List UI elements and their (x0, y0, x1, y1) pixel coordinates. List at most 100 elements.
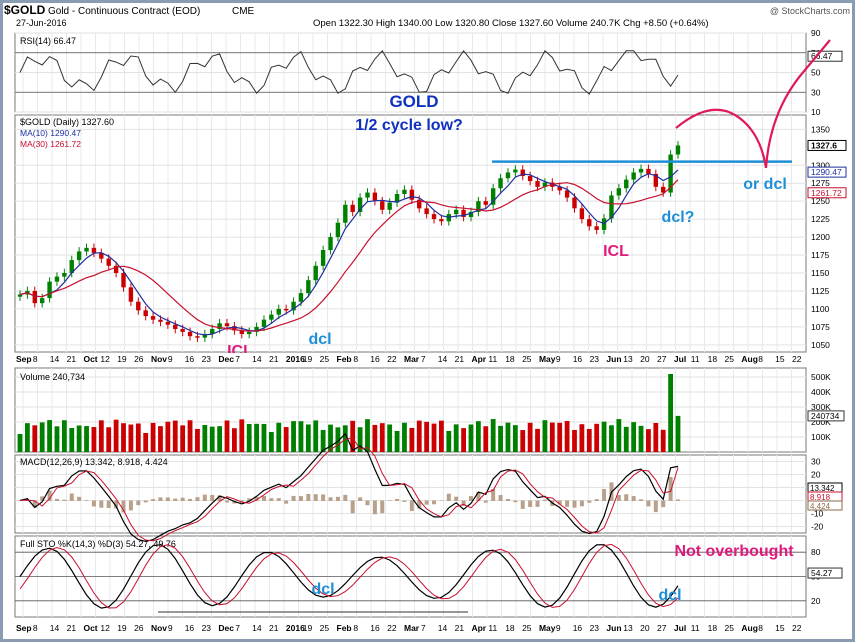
x-tick-label: 9 (168, 623, 173, 633)
candle-body (306, 280, 311, 294)
candle-body (246, 331, 252, 335)
rsi-tick: 50 (811, 68, 821, 78)
volume-tick: 100K (811, 432, 831, 442)
x-tick-label: Dec (218, 354, 234, 364)
x-tick-label: 7 (421, 623, 426, 633)
x-tick-label: 15 (775, 623, 785, 633)
volume-bar (668, 374, 674, 452)
macd-histogram-bar (128, 500, 133, 511)
price-candle (616, 183, 622, 200)
x-tick-label: 26 (134, 623, 144, 633)
volume-bar (246, 424, 252, 452)
candle-body (579, 208, 585, 220)
macd-histogram-bar (380, 500, 385, 514)
candle-body (335, 222, 341, 238)
volume-bar (180, 425, 186, 452)
volume-bar (549, 422, 555, 452)
candle-body (505, 172, 511, 179)
candle-body (143, 310, 148, 317)
macd-histogram-bar (594, 499, 599, 501)
x-tick-label: Sep (16, 623, 32, 633)
sto-k-line (19, 544, 679, 609)
volume-bar (135, 423, 141, 452)
price-candle (601, 214, 607, 235)
volume-bar (453, 424, 459, 452)
macd-histogram-bar (254, 496, 259, 501)
x-tick-label: 8 (33, 623, 38, 633)
macd-last-box (807, 500, 843, 511)
price-candle (513, 165, 518, 177)
x-tick-label: 25 (725, 354, 735, 364)
candle-body (106, 258, 111, 266)
x-tick-label: 18 (708, 623, 718, 633)
volume-bar (646, 429, 651, 452)
price-candle (187, 327, 193, 341)
macd-line (19, 432, 679, 543)
x-tick-label: 22 (792, 354, 802, 364)
volume-bar (172, 420, 178, 452)
macd-histogram-bar (188, 498, 193, 501)
macd-histogram-bar (40, 496, 45, 501)
macd-histogram-bar (136, 500, 141, 506)
price-candle (631, 168, 636, 184)
price-candle (202, 329, 208, 342)
macd-histogram-bar (350, 500, 355, 514)
x-tick-label: 12 (100, 623, 110, 633)
price-candle (439, 214, 444, 226)
x-tick-label: Jun (606, 623, 621, 633)
exchange-label: CME (232, 6, 255, 17)
volume-bar (202, 425, 208, 452)
macd-histogram-bar (468, 496, 473, 501)
macd-last-value: 8.918 (810, 493, 831, 502)
macd-histogram-bar (602, 489, 607, 501)
x-tick-label: 14 (50, 623, 60, 633)
price-candle (594, 222, 599, 235)
price-candle (91, 243, 97, 258)
macd-histogram-bar (491, 488, 496, 501)
candle-body (402, 189, 407, 194)
candle-body (165, 321, 171, 325)
candle-body (431, 214, 437, 220)
volume-bar (365, 419, 370, 452)
x-tick-label: 7 (421, 354, 426, 364)
or-dcl-label: or dcl (743, 176, 787, 193)
macd-histogram-bar (217, 495, 222, 501)
x-tick-label: 14 (438, 354, 448, 364)
sto-tick: 20 (811, 596, 821, 606)
price-candle (638, 164, 644, 177)
macd-histogram-bar (99, 500, 104, 508)
volume-bar (158, 426, 163, 452)
macd-histogram-bar (225, 500, 230, 503)
x-tick-label: 8 (758, 623, 763, 633)
macd-histogram-bar (513, 500, 518, 503)
macd-histogram-bar (47, 490, 52, 501)
x-tick-label: Nov (151, 623, 167, 633)
macd-histogram-bar (62, 499, 67, 501)
candle-body (298, 293, 304, 302)
volume-bar (209, 426, 215, 452)
candle-body (380, 201, 385, 210)
macd-histogram-bar (395, 498, 400, 501)
candle-body (195, 336, 200, 338)
volume-bar (424, 421, 430, 452)
rsi-line (19, 49, 679, 95)
price-tick: 1175 (811, 250, 830, 260)
price-tick: 1250 (811, 196, 830, 206)
macd-histogram-bar (151, 499, 156, 501)
annotation-title: GOLD (389, 92, 438, 111)
volume-bar (490, 419, 496, 452)
x-tick-label: 21 (455, 623, 465, 633)
annotation-subtitle: 1/2 cycle low? (355, 117, 463, 134)
volume-bar (579, 424, 585, 452)
price-candle (143, 306, 148, 321)
sto-last-box (807, 567, 843, 579)
volume-bar (512, 425, 518, 452)
volume-bar (653, 422, 659, 452)
x-tick-label: Jul (674, 623, 686, 633)
price-candle (468, 207, 474, 222)
candle-body (276, 308, 281, 315)
volume-bar (239, 419, 245, 452)
price-tick: 1075 (811, 322, 830, 332)
volume-bar (631, 422, 637, 452)
